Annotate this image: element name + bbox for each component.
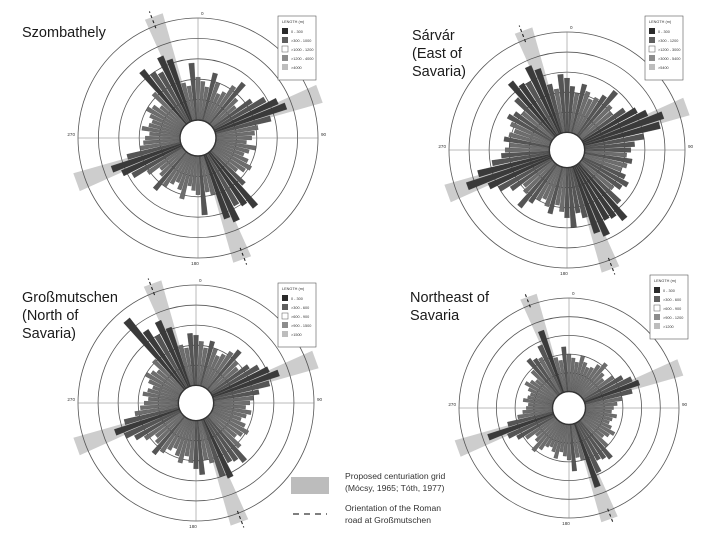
legend-entry: 0 - 300 — [291, 30, 303, 34]
length-legend: LENGTH (m) 0 - 300 >300 - 1200 >1200 - 3… — [644, 15, 684, 81]
panel-title-line: Großmutschen — [22, 290, 118, 306]
legend-swatch-1 — [649, 28, 655, 34]
rose-panel-grossmutschen: 0 90 180 270 Großmutschen (North of Savaria… — [22, 278, 323, 529]
degree-tick-label: 270 — [438, 144, 446, 149]
legend-entry: 0 - 300 — [658, 30, 670, 34]
panel-title-line: Sárvár — [412, 28, 455, 44]
road-orientation-line — [239, 247, 248, 265]
legend-entry: >1200 — [663, 325, 674, 329]
panel-title-line: (North of — [22, 308, 79, 324]
legend-swatch-2 — [282, 304, 288, 310]
rose-center — [548, 131, 586, 169]
degree-tick-label: 0 — [572, 291, 575, 296]
road-orientation-line — [607, 508, 615, 525]
rose-center — [177, 384, 215, 422]
rose-center — [551, 390, 587, 426]
degree-tick-label: 0 — [570, 25, 573, 30]
panel-title-line: Savaria) — [22, 326, 76, 342]
legend-swatch-4 — [654, 314, 660, 320]
road-orientation-line — [523, 291, 531, 308]
rose-panel-northeast: 0 90 180 270 Northeast of Savaria LENGTH (m… — [410, 274, 689, 526]
legend-swatch-3 — [653, 304, 661, 312]
degree-tick-label: 90 — [688, 144, 694, 149]
rose-panel-sarvar: 0 90 180 270 Sárvár (East of Savaria) LENGT… — [412, 15, 694, 276]
legend-swatch-5 — [282, 64, 288, 70]
legend-swatch-4 — [282, 322, 288, 328]
centuriation-grid-swatch — [291, 477, 329, 494]
legend-swatch-1 — [282, 28, 288, 34]
degree-tick-label: 180 — [560, 271, 568, 276]
legend-entry: >5400 — [658, 66, 669, 70]
legend-entry: >300 - 1000 — [291, 39, 311, 43]
legend-swatch-3 — [281, 312, 289, 320]
legend-entry: >600 - 900 — [663, 307, 681, 311]
legend-swatch-5 — [282, 331, 288, 337]
length-legend: LENGTH (m) 0 - 300 >300 - 600 >600 - 900… — [277, 282, 317, 348]
legend-entry: >1200 - 4000 — [291, 57, 314, 61]
legend-swatch-2 — [649, 37, 655, 43]
panel-title-line: Savaria — [410, 308, 460, 324]
legend-entry: >3000 - 5400 — [658, 57, 681, 61]
legend-title: LENGTH (m) — [649, 20, 672, 24]
legend-swatch-1 — [654, 287, 660, 293]
legend-swatch-3 — [281, 45, 289, 53]
legend-swatch-3 — [648, 45, 656, 53]
degree-tick-label: 180 — [191, 261, 199, 266]
legend-entry: >300 - 600 — [663, 298, 681, 302]
legend-entry: >300 - 600 — [291, 306, 309, 310]
legend-swatch-2 — [282, 37, 288, 43]
road-orientation-line — [148, 11, 157, 29]
rose-panel-szombathely: 0 90 180 270 Szombathely LENGTH (m) 0 - 300… — [22, 11, 327, 266]
legend-entry: 0 - 300 — [663, 289, 675, 293]
degree-tick-label: 270 — [67, 397, 75, 402]
legend-entry: >1500 — [291, 333, 302, 337]
legend-entry: >1000 - 1200 — [291, 48, 314, 52]
legend-title: LENGTH (m) — [282, 20, 305, 24]
legend-swatch-5 — [649, 64, 655, 70]
length-legend: LENGTH (m) 0 - 300 >300 - 1000 >1000 - 1… — [277, 15, 317, 81]
panel-title-line: Savaria) — [412, 64, 466, 80]
road-orientation-line — [607, 257, 616, 275]
degree-tick-label: 180 — [189, 524, 197, 529]
legend-swatch-1 — [282, 295, 288, 301]
legend-entry: >900 - 1200 — [663, 316, 683, 320]
degree-tick-label: 0 — [199, 278, 202, 283]
legend-title: LENGTH (m) — [282, 287, 305, 291]
figure-key: Proposed centuriation grid (Mócsy, 1965;… — [291, 471, 446, 525]
legend-swatch-5 — [654, 323, 660, 329]
legend-entry: 0 - 300 — [291, 297, 303, 301]
legend-entry: >600 - 900 — [291, 315, 309, 319]
panel-title-line: Northeast of — [410, 290, 490, 306]
degree-tick-label: 180 — [562, 521, 570, 526]
road-orientation-line — [236, 510, 245, 528]
legend-swatch-4 — [282, 55, 288, 61]
length-legend: LENGTH (m) 0 - 300 >300 - 600 >600 - 900… — [649, 274, 689, 340]
legend-title: LENGTH (m) — [654, 279, 677, 283]
key-grid-label: (Mócsy, 1965; Tóth, 1977) — [345, 483, 445, 493]
panel-title-line: Szombathely — [22, 25, 107, 41]
road-orientation-line — [147, 278, 156, 296]
degree-tick-label: 270 — [448, 402, 456, 407]
degree-tick-label: 270 — [67, 132, 75, 137]
legend-entry: >300 - 1200 — [658, 39, 678, 43]
key-road-label: road at Großmutschen — [345, 515, 431, 525]
degree-tick-label: 0 — [201, 11, 204, 16]
rose-center — [179, 119, 217, 157]
degree-tick-label: 90 — [317, 397, 323, 402]
degree-tick-label: 90 — [321, 132, 327, 137]
legend-swatch-4 — [649, 55, 655, 61]
legend-entry: >4000 — [291, 66, 302, 70]
key-grid-label: Proposed centuriation grid — [345, 471, 446, 481]
legend-entry: >900 - 1500 — [291, 324, 311, 328]
legend-entry: >1200 - 3000 — [658, 48, 681, 52]
panel-title-line: (East of — [412, 46, 463, 62]
legend-swatch-2 — [654, 296, 660, 302]
degree-tick-label: 90 — [682, 402, 688, 407]
road-orientation-line — [518, 25, 527, 43]
key-road-label: Orientation of the Roman — [345, 503, 441, 513]
